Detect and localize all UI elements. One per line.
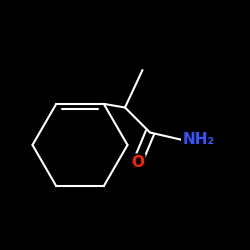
Text: NH₂: NH₂: [182, 132, 214, 148]
Text: O: O: [131, 155, 144, 170]
